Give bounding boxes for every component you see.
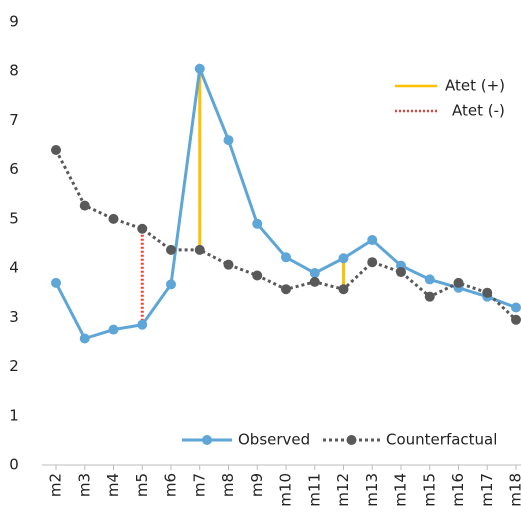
legend-marker: [346, 435, 357, 445]
point: [108, 213, 119, 224]
x-tick-label: m5: [133, 473, 151, 497]
point: [51, 144, 61, 155]
point: [166, 279, 176, 290]
y-tick-label: 8: [9, 62, 19, 80]
point: [482, 287, 493, 298]
point: [194, 244, 205, 255]
x-tick-label: m14: [392, 473, 410, 507]
x-tick-label: m4: [104, 473, 122, 497]
y-tick-label: 1: [9, 406, 19, 424]
point: [137, 319, 148, 330]
x-tick-label: m3: [75, 473, 93, 497]
series-line: [54, 149, 518, 321]
y-tick-label: 6: [9, 160, 19, 178]
point: [338, 284, 349, 295]
point: [511, 314, 521, 325]
x-tick-label: m16: [449, 473, 467, 507]
x-tick-label: m15: [420, 473, 438, 507]
x-tick-label: m6: [162, 473, 180, 497]
x-tick-label: m10: [277, 473, 295, 507]
legend-label: Atet (-): [452, 102, 505, 120]
point: [223, 135, 234, 146]
point: [79, 333, 90, 344]
point: [223, 259, 234, 270]
y-tick-label: 5: [9, 209, 19, 227]
point: [79, 200, 90, 211]
x-tick-label: m2: [47, 473, 65, 497]
point: [338, 253, 349, 264]
y-tick-label: 7: [9, 111, 19, 129]
x-tick-label: m7: [190, 473, 208, 497]
point: [396, 267, 406, 278]
point: [511, 302, 521, 313]
legend-marker: [202, 435, 212, 445]
legend-label: Atet (+): [445, 77, 505, 95]
point: [367, 235, 378, 246]
x-tick-label: m17: [478, 473, 496, 507]
x-tick-label: m13: [363, 473, 381, 507]
legend-label: Counterfactual: [386, 431, 497, 449]
point: [194, 63, 205, 74]
point: [309, 268, 320, 279]
y-tick-label: 2: [9, 357, 19, 375]
x-tick-label: m11: [305, 473, 323, 507]
point: [108, 324, 119, 335]
point: [137, 223, 148, 234]
x-tick-label: m12: [334, 473, 352, 507]
point: [309, 276, 320, 287]
point: [424, 291, 435, 302]
x-tick-label: m18: [507, 473, 521, 507]
y-tick-label: 4: [9, 259, 19, 277]
series-line: [54, 62, 517, 341]
x-tick-label: m9: [248, 473, 266, 497]
x-tick-label: m8: [219, 473, 237, 497]
y-tick-label: 9: [9, 13, 19, 31]
y-tick-label: 0: [9, 456, 19, 474]
point: [51, 277, 61, 288]
point: [281, 284, 291, 295]
legend-label: Observed: [238, 431, 310, 449]
point: [453, 277, 464, 288]
point: [166, 244, 176, 255]
point: [281, 252, 291, 263]
point: [367, 257, 378, 268]
point: [252, 218, 263, 229]
point: [252, 270, 263, 281]
point: [424, 274, 435, 285]
y-tick-label: 3: [9, 308, 19, 326]
